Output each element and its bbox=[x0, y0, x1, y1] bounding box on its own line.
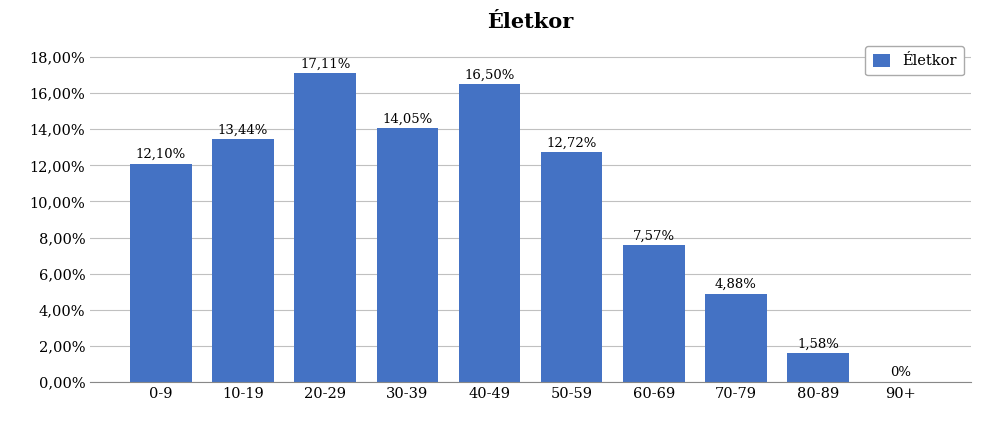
Bar bbox=[787, 353, 849, 382]
Bar bbox=[623, 245, 685, 382]
Bar bbox=[376, 128, 438, 382]
Text: 17,11%: 17,11% bbox=[300, 57, 350, 70]
Legend: Életkor: Életkor bbox=[866, 46, 964, 76]
Bar bbox=[130, 164, 192, 382]
Title: Életkor: Életkor bbox=[487, 12, 574, 32]
Text: 4,88%: 4,88% bbox=[715, 278, 757, 291]
Bar bbox=[541, 152, 603, 382]
Text: 16,50%: 16,50% bbox=[464, 69, 515, 82]
Text: 14,05%: 14,05% bbox=[382, 113, 432, 126]
Text: 13,44%: 13,44% bbox=[218, 124, 268, 137]
Bar bbox=[294, 73, 356, 382]
Text: 7,57%: 7,57% bbox=[633, 230, 675, 243]
Text: 12,72%: 12,72% bbox=[547, 137, 597, 150]
Text: 0%: 0% bbox=[890, 366, 911, 379]
Text: 12,10%: 12,10% bbox=[136, 148, 186, 161]
Bar bbox=[705, 294, 767, 382]
Bar bbox=[458, 84, 521, 382]
Bar bbox=[212, 139, 274, 382]
Text: 1,58%: 1,58% bbox=[797, 338, 839, 351]
